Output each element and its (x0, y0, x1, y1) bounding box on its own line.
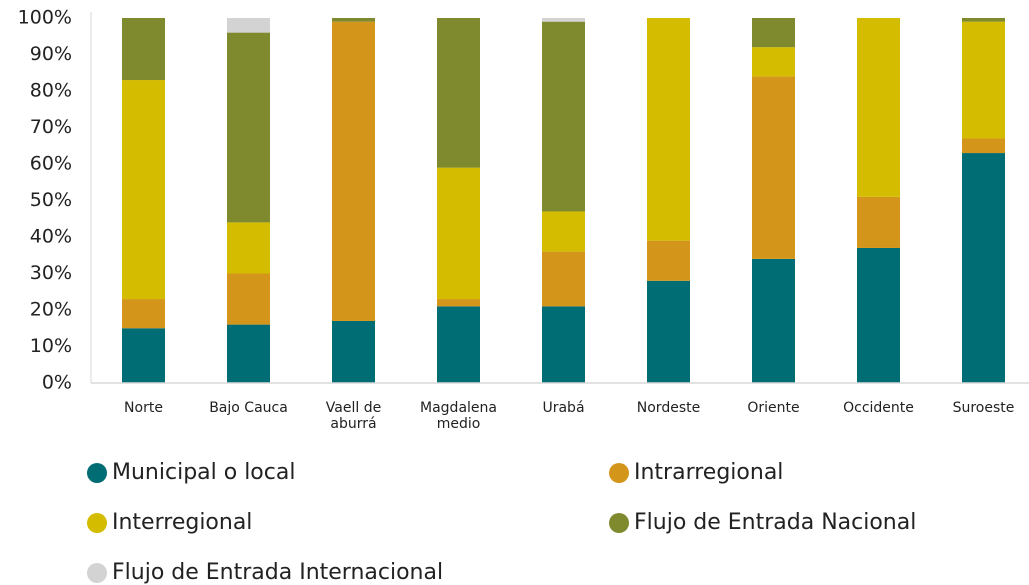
x-tick-label: Urabá (542, 400, 585, 416)
bar-segment (437, 299, 480, 307)
bar-segment (122, 80, 165, 300)
bar-segment (857, 196, 900, 248)
bar-segment (752, 258, 795, 383)
bar-segment (542, 21, 585, 212)
legend-swatch (609, 463, 629, 483)
bar-segment (542, 211, 585, 252)
legend-label: Flujo de Entrada Internacional (112, 560, 443, 585)
bar-segment (332, 21, 375, 321)
bar-segment (542, 251, 585, 307)
legend-swatch (87, 563, 107, 583)
bar-segment (962, 18, 1005, 22)
y-tick-label: 50% (30, 189, 72, 211)
bar-segment (437, 18, 480, 168)
bar-segment (647, 280, 690, 383)
bar-segment (332, 320, 375, 383)
bar-segment (857, 18, 900, 197)
y-tick-label: 30% (30, 262, 72, 284)
legend-label: Flujo de Entrada Nacional (634, 510, 916, 535)
y-tick-label: 40% (30, 226, 72, 248)
y-tick-label: 70% (30, 116, 72, 138)
legend-label: Intrarregional (634, 460, 783, 485)
bar-segment (752, 18, 795, 48)
bar-segment (437, 167, 480, 300)
bar-segment (227, 324, 270, 383)
bar-segment (752, 76, 795, 259)
bar-segment (962, 138, 1005, 154)
bar-segment (647, 240, 690, 281)
bar-segment (962, 153, 1005, 383)
x-tick-label: Bajo Cauca (209, 400, 288, 416)
bar-segment (122, 18, 165, 81)
bar-segment (542, 306, 585, 383)
legend-swatch (87, 513, 107, 533)
legend-label: Municipal o local (112, 460, 295, 485)
bar-segment (227, 32, 270, 223)
y-tick-label: 0% (42, 372, 72, 394)
y-tick-label: 100% (18, 7, 72, 29)
y-tick-label: 10% (30, 335, 72, 357)
y-tick-label: 90% (30, 43, 72, 65)
x-tick-label: Magdalena medio (420, 400, 497, 432)
legend-swatch (87, 463, 107, 483)
y-tick-label: 60% (30, 153, 72, 175)
x-tick-label: Vaell de aburrá (325, 400, 382, 432)
bar-segment (122, 299, 165, 329)
bar-segment (122, 328, 165, 383)
bar-segment (227, 18, 270, 33)
bar-segment (227, 273, 270, 325)
bar-segment (857, 247, 900, 383)
x-tick-label: Oriente (747, 400, 800, 416)
x-tick-label: Nordeste (636, 400, 701, 416)
y-tick-label: 20% (30, 299, 72, 321)
x-tick-label: Occidente (843, 400, 914, 416)
bar-segment (962, 21, 1005, 139)
bar-segment (752, 47, 795, 77)
bar-segment (437, 306, 480, 383)
bar-segment (227, 222, 270, 274)
legend-label: Interregional (112, 510, 252, 535)
x-tick-label: Norte (124, 400, 163, 416)
bar-segment (332, 18, 375, 22)
legend-swatch (609, 513, 629, 533)
bar-segment (542, 18, 585, 22)
y-tick-label: 80% (30, 80, 72, 102)
x-tick-label: Suroeste (952, 400, 1015, 416)
bar-segment (647, 18, 690, 241)
